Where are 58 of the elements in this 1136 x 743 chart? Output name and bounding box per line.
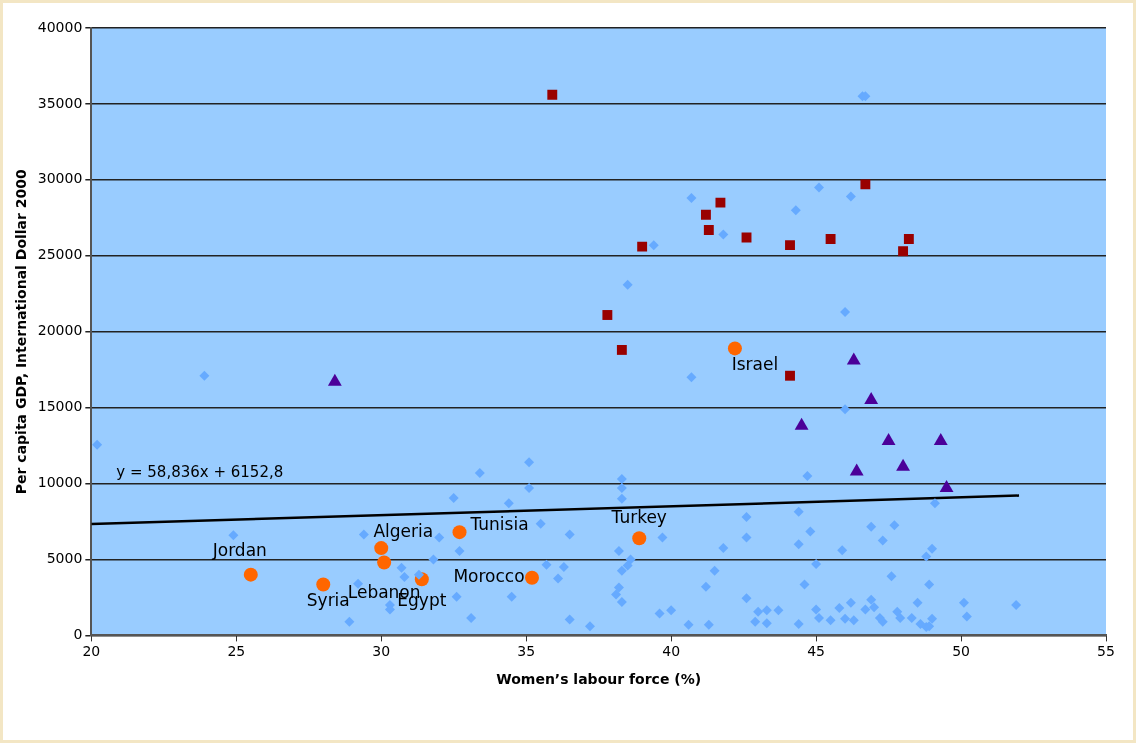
point xyxy=(846,352,861,365)
point xyxy=(637,241,648,252)
point xyxy=(785,240,795,251)
annotation: Israel xyxy=(731,353,779,374)
x-tick-label: 55 xyxy=(1097,643,1115,660)
y-tick-label: 5000 xyxy=(46,550,83,567)
point xyxy=(632,531,647,546)
annotation: Jordan xyxy=(211,540,267,561)
point xyxy=(864,392,879,405)
point xyxy=(703,225,714,235)
y-axis-title: Per capita GDP, International Dollar 2000 xyxy=(13,168,30,495)
y-tick-label: 20000 xyxy=(37,322,83,339)
point xyxy=(700,209,711,220)
point xyxy=(524,570,539,585)
point xyxy=(715,197,726,208)
x-tick-label: 35 xyxy=(517,643,536,660)
annotation: Tunisia xyxy=(469,513,529,534)
y-tick-label: 25000 xyxy=(37,246,83,263)
point xyxy=(785,370,795,381)
x-tick-label: 50 xyxy=(952,643,970,660)
point xyxy=(243,567,258,582)
point xyxy=(933,433,948,446)
annotation: Algeria xyxy=(373,520,434,541)
annotation: y = 58,836x + 6152,8 xyxy=(116,462,284,481)
point xyxy=(898,246,909,257)
point xyxy=(327,373,342,386)
point xyxy=(896,458,910,471)
point xyxy=(939,480,954,493)
y-tick-label: 0 xyxy=(73,626,83,643)
x-tick-label: 25 xyxy=(227,643,246,660)
point xyxy=(616,344,627,355)
point xyxy=(825,234,836,245)
point xyxy=(881,433,896,446)
point xyxy=(727,341,742,356)
point xyxy=(860,179,871,190)
point xyxy=(374,541,389,556)
point xyxy=(794,417,809,430)
y-tick-label: 30000 xyxy=(37,170,83,187)
point xyxy=(903,234,914,245)
y-tick-label: 15000 xyxy=(37,398,83,415)
point xyxy=(602,310,613,320)
y-tick-label: 40000 xyxy=(37,18,83,35)
point xyxy=(849,463,864,476)
point xyxy=(741,232,752,243)
x-tick-label: 30 xyxy=(372,643,391,660)
annotation: Morocco xyxy=(453,566,525,587)
point xyxy=(377,555,392,570)
point xyxy=(316,577,331,592)
point xyxy=(547,89,558,100)
y-tick-label: 10000 xyxy=(37,474,83,491)
x-tick-label: 45 xyxy=(807,643,826,660)
x-axis-title: Women’s labour force (%) xyxy=(496,671,702,688)
x-tick-label: 40 xyxy=(662,643,681,660)
y-tick-label: 35000 xyxy=(37,94,83,111)
annotation: Turkey xyxy=(610,506,667,527)
x-tick-label: 20 xyxy=(82,643,101,660)
annotation: Syria xyxy=(306,589,350,610)
point xyxy=(452,525,467,540)
